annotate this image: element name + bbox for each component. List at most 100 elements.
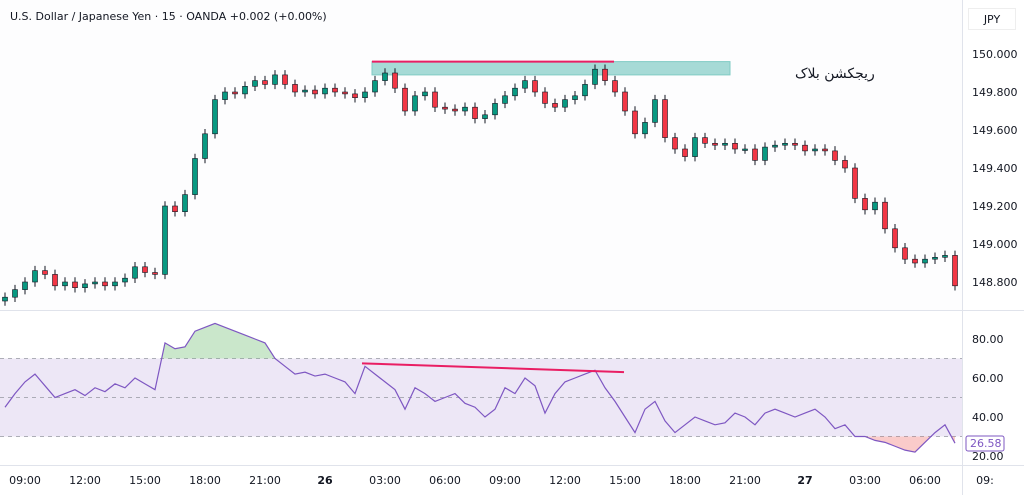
candle-body — [702, 137, 708, 144]
candle-body — [422, 91, 428, 97]
candle-body — [672, 137, 678, 150]
candle-body — [942, 255, 948, 258]
candle-body — [852, 167, 858, 199]
price-axis-label: 148.800 — [972, 276, 1018, 289]
candle-body — [792, 143, 798, 146]
candle-body — [862, 198, 868, 211]
candle-body — [632, 110, 638, 135]
candle-body — [492, 103, 498, 116]
time-axis-label: 15:00 — [609, 474, 641, 487]
rsi-last-value: 26.58 — [970, 437, 1002, 450]
rsi-line — [4, 322, 956, 453]
candle-body — [22, 281, 28, 290]
time-axis-label: 12:00 — [549, 474, 581, 487]
candle-body — [732, 143, 738, 150]
rsi-axis-label: 40.00 — [972, 411, 1004, 424]
candle-body — [782, 143, 788, 146]
candle-body — [682, 148, 688, 157]
candle-body — [42, 270, 48, 275]
candle-body — [392, 72, 398, 89]
candle-body — [32, 270, 38, 283]
time-axis-label: 06:00 — [909, 474, 941, 487]
candle-body — [912, 258, 918, 264]
candle-body — [622, 91, 628, 112]
time-axis-label: 09:00 — [9, 474, 41, 487]
rsi-axis-label: 20.00 — [972, 450, 1004, 463]
time-axis-label: 15:00 — [129, 474, 161, 487]
candle-body — [272, 74, 278, 85]
candle-body — [822, 148, 828, 152]
candle-body — [192, 158, 198, 195]
price-axis-label: 149.000 — [972, 238, 1018, 251]
candle-body — [662, 99, 668, 138]
price-axis-label: 150.000 — [972, 48, 1018, 61]
candle-body — [102, 281, 108, 287]
time-axis-label: 21:00 — [729, 474, 761, 487]
candle-body — [692, 137, 698, 157]
candle-body — [212, 99, 218, 135]
candle-body — [182, 194, 188, 213]
time-axis-label: 27 — [797, 474, 812, 487]
candle-body — [242, 86, 248, 95]
candle-body — [612, 80, 618, 93]
candle-body — [362, 91, 368, 98]
candle-body — [652, 99, 658, 123]
candle-body — [222, 91, 228, 100]
candle-body — [152, 272, 158, 275]
candle-body — [172, 205, 178, 212]
candle-body — [372, 80, 378, 93]
candle-body — [282, 74, 288, 85]
price-axis-label: 149.800 — [972, 86, 1018, 99]
time-axis-label: 18:00 — [189, 474, 221, 487]
candle-body — [872, 201, 878, 211]
candle-body — [602, 68, 608, 81]
candle-body — [82, 283, 88, 288]
candle-body — [902, 247, 908, 260]
candle-body — [232, 91, 238, 95]
price-axis-label: 149.400 — [972, 162, 1018, 175]
candle-body — [952, 255, 958, 287]
candle-body — [892, 228, 898, 249]
rsi-overbought-fill — [5, 323, 955, 359]
candle-body — [502, 95, 508, 104]
candle-body — [532, 80, 538, 93]
candle-body — [482, 114, 488, 119]
price-axis-label: 149.600 — [972, 124, 1018, 137]
time-axis-label: 18:00 — [669, 474, 701, 487]
candle-body — [452, 108, 458, 112]
candle-body — [132, 266, 138, 279]
candle-body — [592, 68, 598, 85]
currency-button[interactable]: JPY — [968, 8, 1016, 30]
candle-body — [832, 150, 838, 161]
time-axis-label: 09:00 — [489, 474, 521, 487]
candle-body — [932, 256, 938, 260]
candle-body — [262, 80, 268, 85]
candle-body — [402, 87, 408, 112]
price-pane — [0, 0, 962, 310]
time-axis-label: 26 — [317, 474, 333, 487]
candle-body — [802, 144, 808, 152]
candle-body — [312, 89, 318, 95]
candle-body — [292, 84, 298, 93]
candle-body — [302, 89, 308, 93]
candle-body — [332, 87, 338, 93]
candle-body — [572, 95, 578, 100]
candle-body — [162, 205, 168, 275]
candle-body — [522, 80, 528, 89]
candle-body — [472, 106, 478, 119]
time-axis-label: 06:00 — [429, 474, 461, 487]
candle-body — [52, 274, 58, 287]
candle-body — [462, 106, 468, 112]
rsi-axis-label: 80.00 — [972, 333, 1004, 346]
candle-body — [562, 99, 568, 108]
candle-body — [92, 281, 98, 285]
candle-body — [2, 296, 8, 302]
candle-body — [382, 72, 388, 81]
candle-body — [122, 277, 128, 283]
candle-body — [842, 160, 848, 169]
symbol-title: U.S. Dollar / Japanese Yen · 15 · OANDA … — [10, 10, 327, 23]
candle-body — [412, 95, 418, 112]
candle-body — [582, 84, 588, 97]
